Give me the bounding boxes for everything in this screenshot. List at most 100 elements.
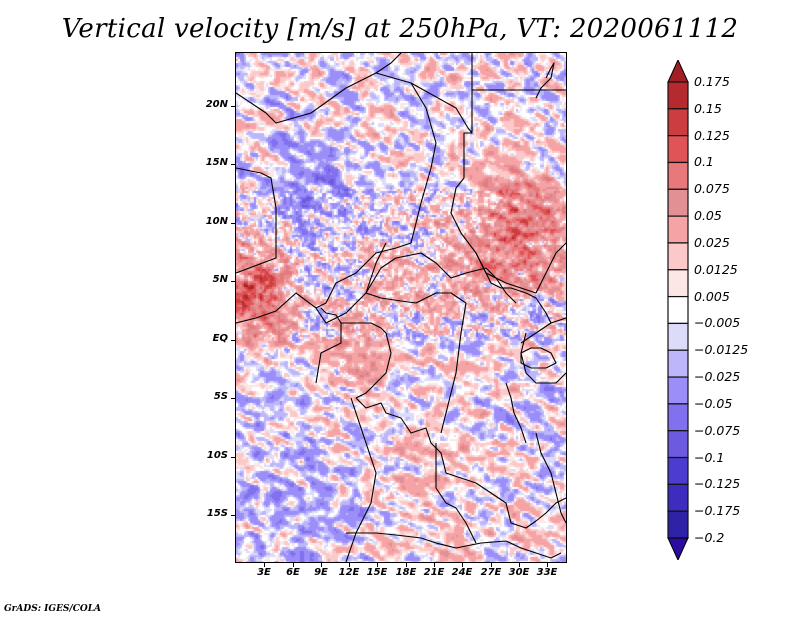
border-chad-niger <box>410 82 437 204</box>
border-nigeria-north <box>236 202 422 324</box>
y-tick <box>231 398 236 399</box>
colorbar-box <box>667 510 689 539</box>
colorbar-level-label: 0.1 <box>694 154 714 169</box>
colorbar-box <box>667 242 689 271</box>
x-tick <box>434 562 435 567</box>
border-congo <box>341 322 392 399</box>
border-sudan-ethiopia <box>535 242 566 294</box>
colorbar-level-label: −0.025 <box>694 369 741 384</box>
colorbar-level-label: 0.15 <box>694 101 722 116</box>
x-tick <box>491 562 492 567</box>
colorbar-box <box>667 269 689 298</box>
x-tick <box>462 562 463 567</box>
x-tick <box>349 562 350 567</box>
border-lake-victoria <box>520 347 557 369</box>
border-gabon <box>315 307 342 384</box>
border-car-south <box>365 292 467 304</box>
x-tick-label: 30E <box>508 567 530 578</box>
y-tick <box>231 515 236 516</box>
y-tick-label: 20N <box>205 99 228 110</box>
x-tick <box>519 562 520 567</box>
border-niger-libya <box>375 72 473 134</box>
colorbar-level-label: 0.075 <box>694 181 730 196</box>
y-tick-label: 5S <box>213 391 228 402</box>
y-tick-label: EQ <box>212 333 228 344</box>
colorbar-level-label: −0.175 <box>694 503 741 518</box>
x-tick-label: 18E <box>395 567 417 578</box>
x-tick <box>264 562 265 567</box>
colorbar-box <box>667 322 689 351</box>
colorbar-level-label: 0.025 <box>694 235 730 250</box>
border-angola-zambia <box>435 443 477 544</box>
grads-credit: GrADS: IGES/COLA <box>4 604 102 614</box>
y-tick-label: 10S <box>206 450 228 461</box>
colorbar-level-label: 0.125 <box>694 128 730 143</box>
colorbar-box <box>667 161 689 190</box>
colorbar-box <box>667 215 689 244</box>
border-chad-sudan <box>450 177 537 294</box>
country-borders <box>236 53 566 562</box>
colorbar-level-label: 0.0125 <box>694 262 738 277</box>
border-libya-chad-sudan <box>463 53 473 178</box>
border-tanzania-kenya <box>520 317 566 344</box>
border-drc-angola <box>355 397 477 484</box>
border-car <box>365 252 517 304</box>
x-tick-label: 9E <box>314 567 328 578</box>
x-tick <box>377 562 378 567</box>
colorbar-box <box>667 456 689 485</box>
x-tick-label: 3E <box>257 567 271 578</box>
colorbar-box <box>667 108 689 137</box>
border-mali-niger <box>236 167 277 274</box>
colorbar-extend-min <box>667 537 689 560</box>
x-tick <box>293 562 294 567</box>
x-tick <box>321 562 322 567</box>
border-algeria-niger <box>236 53 402 124</box>
border-drc-east <box>440 302 467 434</box>
colorbar-box <box>667 81 689 110</box>
y-tick-label: 10N <box>205 216 228 227</box>
map-plot-area <box>236 53 566 562</box>
border-angola-west <box>345 397 377 562</box>
y-tick-label: 15S <box>206 508 228 519</box>
colorbar-extend-max <box>667 60 689 83</box>
x-tick-label: 6E <box>286 567 300 578</box>
y-tick <box>231 340 236 341</box>
colorbar-box <box>667 349 689 378</box>
colorbar-box <box>667 376 689 405</box>
x-tick-label: 33E <box>536 567 558 578</box>
colorbar <box>667 60 689 560</box>
border-south-sudan <box>475 252 552 324</box>
y-tick <box>231 106 236 107</box>
border-lake-tanganyika <box>505 382 527 444</box>
border-uganda <box>520 332 566 384</box>
colorbar-box <box>667 295 689 325</box>
y-tick-label: 5N <box>212 274 228 285</box>
colorbar-level-label: 0.05 <box>694 208 722 223</box>
y-tick <box>231 223 236 224</box>
border-cameroon <box>315 242 387 324</box>
border-malawi <box>535 432 566 524</box>
colorbar-level-label: 0.175 <box>694 74 730 89</box>
colorbar-level-label: −0.1 <box>694 450 725 465</box>
y-tick <box>231 164 236 165</box>
colorbar-level-label: −0.125 <box>694 476 741 491</box>
x-tick-label: 12E <box>338 567 360 578</box>
x-tick-label: 21E <box>423 567 445 578</box>
y-tick-label: 15N <box>205 157 228 168</box>
colorbar-box <box>667 430 689 459</box>
colorbar-box <box>667 403 689 432</box>
y-tick <box>231 457 236 458</box>
colorbar-level-label: −0.05 <box>694 396 733 411</box>
x-tick-label: 27E <box>480 567 502 578</box>
border-angola-namibia <box>346 532 507 549</box>
x-tick <box>406 562 407 567</box>
vertical-velocity-field <box>236 53 566 562</box>
colorbar-level-label: −0.005 <box>694 315 741 330</box>
colorbar-box <box>667 483 689 512</box>
border-zambia-east <box>475 482 566 529</box>
colorbar-box <box>667 188 689 217</box>
y-tick <box>231 281 236 282</box>
x-tick-label: 24E <box>451 567 473 578</box>
x-tick-label: 15E <box>366 567 388 578</box>
x-tick <box>547 562 548 567</box>
